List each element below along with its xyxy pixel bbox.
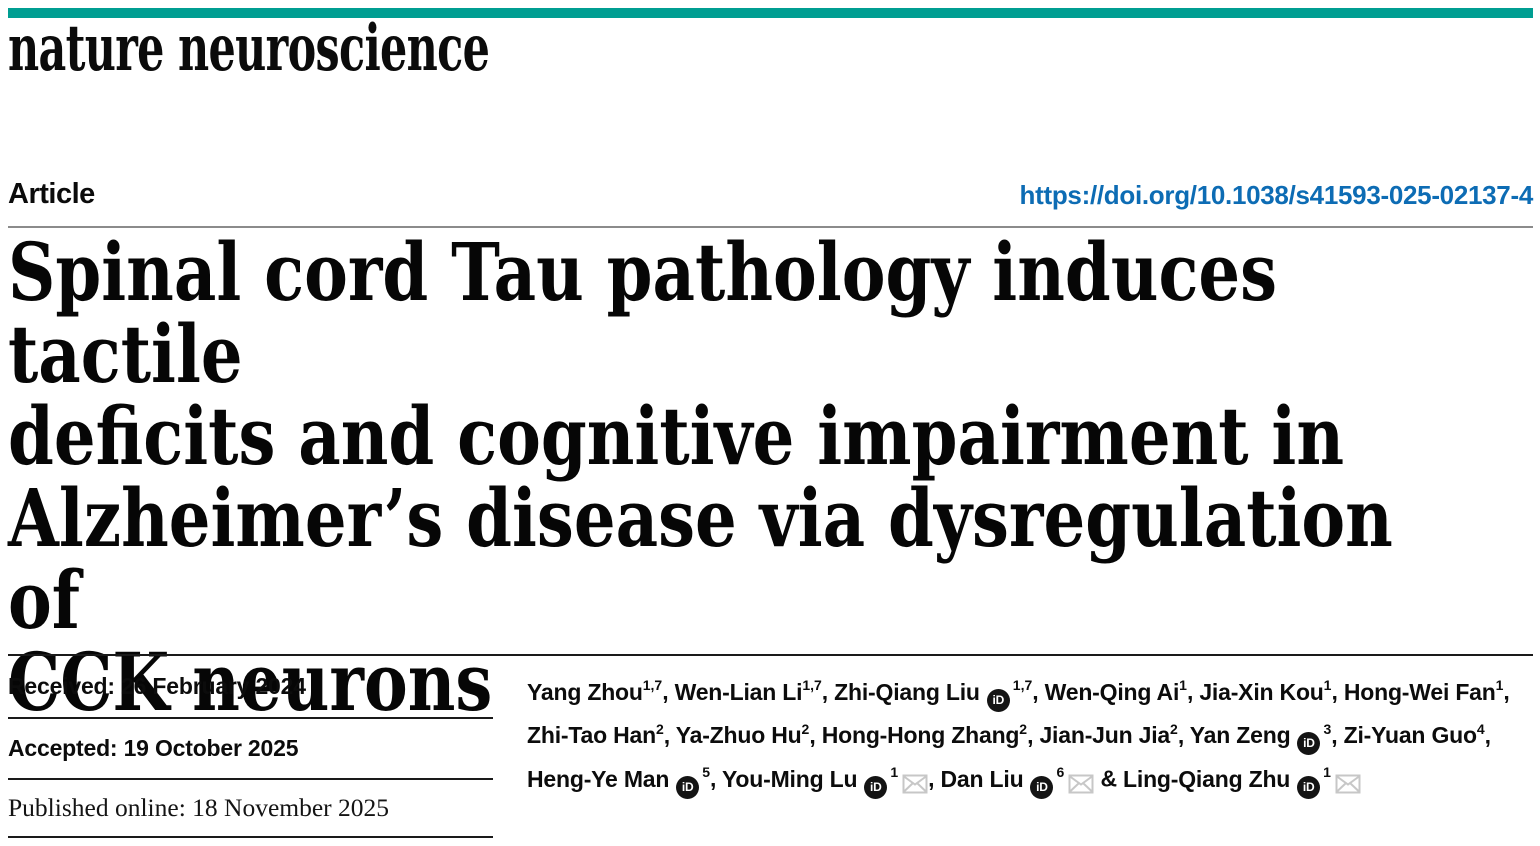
author-name: Wen-Qing Ai	[1044, 678, 1180, 705]
author: Wen-Lian Li1,7	[674, 677, 822, 705]
author: Hong-Hong Zhang2	[821, 720, 1028, 749]
author-name: Yang Zhou	[527, 678, 643, 705]
author-affiliation-superscript: 1,7	[802, 677, 822, 693]
email-icon[interactable]	[1335, 764, 1361, 802]
orcid-icon[interactable]: iD	[1297, 775, 1321, 799]
author-name: Jia-Xin Kou	[1199, 678, 1324, 705]
author-name: You-Ming Lu	[721, 765, 858, 792]
author: Jia-Xin Kou1	[1199, 677, 1332, 705]
accepted-date: Accepted: 19 October 2025	[8, 735, 299, 761]
author: Hong-Wei Fan1	[1343, 677, 1504, 705]
author-affiliation-superscript: 2	[655, 720, 664, 737]
published-date: Published online: 18 November 2025	[8, 793, 390, 822]
author-affiliation-superscript: 1	[1323, 677, 1332, 693]
author-name: Hong-Wei Fan	[1343, 678, 1496, 705]
article-header-row: Article https://doi.org/10.1038/s41593-0…	[8, 178, 1533, 211]
journal-wordmark: nature neuroscience	[8, 11, 490, 86]
author-affiliation-superscript: 5	[702, 764, 711, 781]
author-affiliation-superscript: 2	[1170, 720, 1178, 737]
author-name: Ya-Zhuo Hu	[675, 722, 802, 749]
author-name: Zhi-Qiang Liu	[834, 678, 980, 705]
author-name: Jian-Jun Jia	[1039, 722, 1171, 749]
orcid-icon[interactable]: iD	[676, 775, 700, 799]
orcid-icon[interactable]: iD	[1030, 775, 1054, 799]
author-name: Heng-Ye Man	[527, 765, 670, 792]
orcid-icon[interactable]: iD	[986, 688, 1010, 712]
author: Dan Liu iD6	[940, 764, 1095, 799]
doi-link[interactable]: https://doi.org/10.1038/s41593-025-02137…	[1019, 180, 1534, 210]
author-name: Ling-Qiang Zhu	[1123, 765, 1291, 792]
author: Wen-Qing Ai1	[1044, 677, 1187, 705]
journal-accent-bar	[8, 8, 1533, 18]
author-name: Zi-Yuan Guo	[1343, 722, 1477, 749]
author: Zhi-Tao Han2	[527, 720, 664, 749]
author-name: Yan Zeng	[1189, 722, 1291, 749]
orcid-icon[interactable]: iD	[1297, 732, 1321, 756]
author-affiliation-superscript: 2	[801, 720, 810, 737]
author: Heng-Ye Man iD5	[527, 764, 711, 799]
history-top-divider	[8, 654, 1533, 656]
paper-title: Spinal cord Tau pathology induces tactil…	[8, 225, 1393, 729]
header-divider	[8, 226, 1533, 228]
meta-section: Received: 26 February 2024 Accepted: 19 …	[8, 656, 1533, 838]
author-affiliation-superscript: 1	[1323, 764, 1331, 781]
author: Yan Zeng iD3	[1189, 720, 1332, 756]
author-affiliation-superscript: 1	[890, 764, 899, 781]
author-list: Yang Zhou1,7, Wen-Lian Li1,7, Zhi-Qiang …	[527, 656, 1533, 838]
history-dates-column: Received: 26 February 2024 Accepted: 19 …	[8, 656, 493, 838]
author-affiliation-superscript: 3	[1323, 720, 1332, 737]
author-name: Dan Liu	[940, 765, 1024, 792]
author: Ya-Zhuo Hu2	[675, 720, 810, 749]
author-affiliation-superscript: 2	[1019, 720, 1028, 737]
author: You-Ming Lu iD1	[721, 764, 928, 799]
author: Zhi-Qiang Liu iD1,7	[834, 677, 1033, 712]
accepted-date-row: Accepted: 19 October 2025	[8, 719, 493, 780]
author: Yang Zhou1,7	[527, 677, 663, 705]
author-affiliation-superscript: 1,7	[642, 677, 663, 693]
author-affiliation-superscript: 1	[1495, 677, 1504, 693]
orcid-icon[interactable]: iD	[864, 775, 888, 799]
received-date-row: Received: 26 February 2024	[8, 656, 493, 719]
email-icon[interactable]	[1068, 764, 1094, 802]
author-affiliation-superscript: 1,7	[1012, 677, 1033, 693]
author-name: Zhi-Tao Han	[527, 722, 656, 749]
author: Zi-Yuan Guo4	[1343, 720, 1485, 749]
author: Jian-Jun Jia2	[1039, 720, 1178, 749]
author: Ling-Qiang Zhu iD1	[1123, 764, 1361, 799]
email-icon[interactable]	[902, 764, 928, 802]
article-type-label: Article	[8, 178, 95, 210]
author-affiliation-superscript: 4	[1476, 720, 1485, 737]
author-name: Wen-Lian Li	[674, 678, 803, 705]
received-date: Received: 26 February 2024	[8, 673, 306, 699]
published-date-row: Published online: 18 November 2025	[8, 780, 493, 838]
author-affiliation-superscript: 6	[1056, 764, 1065, 781]
author-affiliation-superscript: 1	[1179, 677, 1187, 693]
author-name: Hong-Hong Zhang	[821, 722, 1020, 749]
